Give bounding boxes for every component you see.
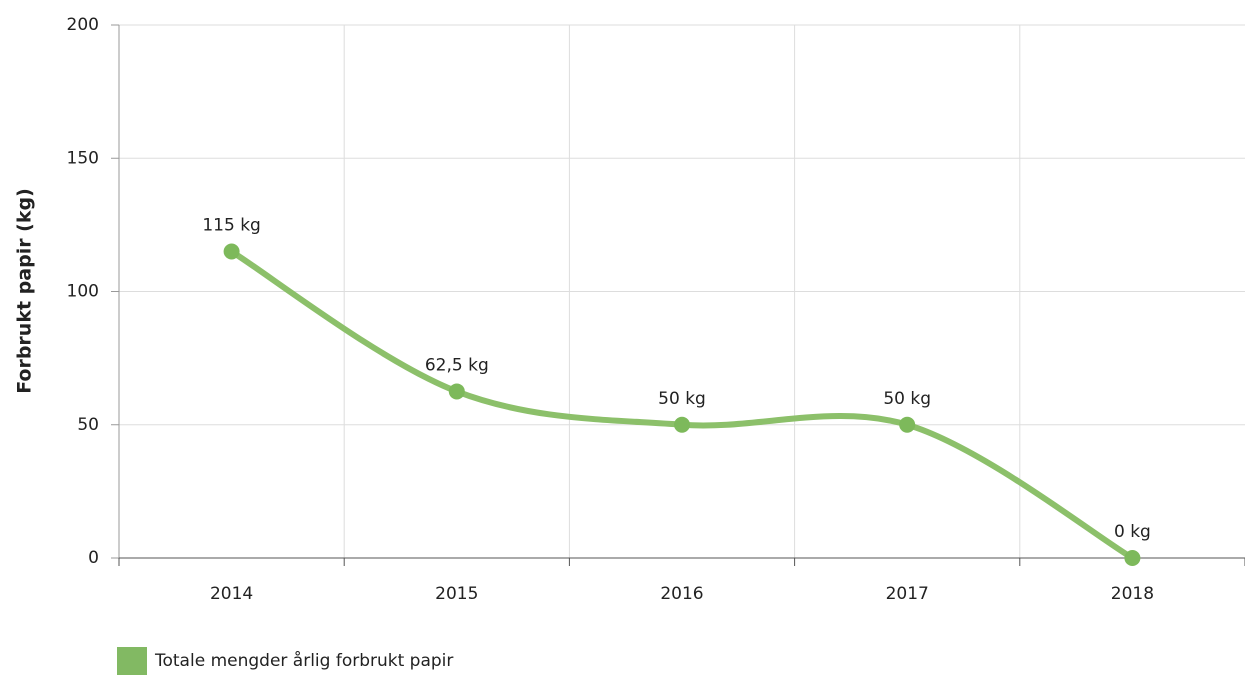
data-label: 62,5 kg xyxy=(425,355,489,375)
x-tick-label: 2014 xyxy=(210,584,253,604)
y-axis-label: Forbrukt papir (kg) xyxy=(14,188,36,394)
data-label: 115 kg xyxy=(202,216,261,236)
x-tick-label: 2018 xyxy=(1111,584,1154,604)
point xyxy=(674,416,690,433)
y-tick-label: 50 xyxy=(77,415,99,435)
data-label: 0 kg xyxy=(1114,522,1151,542)
x-tick-label: 2016 xyxy=(660,584,703,604)
y-tick-label: 0 xyxy=(88,548,99,568)
point xyxy=(1124,550,1141,566)
data-label: 50 kg xyxy=(883,389,931,409)
x-tick-label: 2015 xyxy=(435,584,478,604)
y-tick-label: 150 xyxy=(67,148,99,168)
legend-label: Totale mengder årlig forbrukt papir xyxy=(154,650,453,671)
point xyxy=(223,243,240,260)
point xyxy=(448,383,465,400)
y-tick-label: 100 xyxy=(67,282,99,302)
point xyxy=(899,416,916,433)
legend-swatch xyxy=(117,647,147,675)
x-tick-label: 2017 xyxy=(886,584,929,604)
y-tick-label: 200 xyxy=(67,15,99,35)
data-label: 50 kg xyxy=(658,389,706,409)
